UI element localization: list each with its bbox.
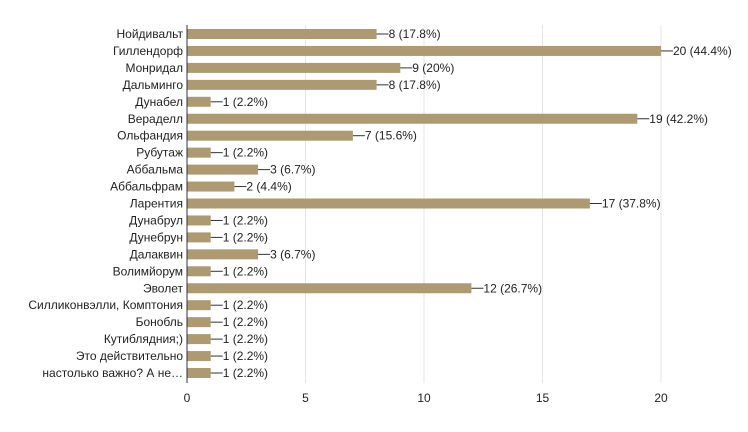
bar: [187, 29, 377, 39]
category-label: Дунебрун: [129, 230, 183, 244]
category-label: Нойдивальт: [117, 27, 184, 41]
category-label: Кутиблядния;): [104, 332, 183, 346]
bar: [187, 317, 211, 328]
value-leaders: [210, 33, 673, 374]
category-label: Эволет: [143, 281, 184, 295]
value-label: 17 (37.8%): [602, 197, 661, 211]
value-label: 1 (2.2%): [223, 230, 268, 244]
bar: [187, 147, 211, 158]
value-label: 20 (44.4%): [673, 44, 732, 58]
x-tick-label: 0: [184, 391, 191, 405]
bar: [187, 79, 377, 90]
bar: [187, 181, 235, 192]
category-label: Вераделл: [128, 112, 183, 126]
value-label: 1 (2.2%): [223, 332, 268, 346]
category-label: Силликонвэлли, Комптония: [28, 298, 183, 312]
x-tick-label: 5: [302, 391, 309, 405]
value-label: 2 (4.4%): [246, 180, 291, 194]
bar: [187, 130, 353, 141]
bar: [187, 198, 590, 209]
value-label: 8 (17.8%): [389, 27, 441, 41]
value-label: 19 (42.2%): [649, 112, 708, 126]
bar: [187, 300, 211, 311]
category-label: Дунабел: [135, 95, 183, 109]
category-label: Ларентия: [130, 197, 183, 211]
x-tick-label: 10: [417, 391, 431, 405]
category-label: Далаквин: [130, 247, 183, 261]
value-label: 3 (6.7%): [270, 163, 315, 177]
value-label: 8 (17.8%): [389, 78, 441, 92]
category-label: Волимйорум: [113, 264, 183, 278]
value-label: 7 (15.6%): [365, 129, 417, 143]
value-label: 3 (6.7%): [270, 247, 315, 261]
value-label: 1 (2.2%): [223, 366, 268, 380]
bar: [187, 164, 259, 175]
category-label: Аббальма: [127, 163, 184, 177]
category-label: Бонобль: [136, 315, 183, 329]
value-label: 12 (26.7%): [483, 281, 542, 295]
bar: [187, 62, 401, 73]
bar: [187, 96, 211, 107]
bar: [187, 368, 211, 378]
value-label: 1 (2.2%): [223, 95, 268, 109]
category-label: Дальминго: [123, 78, 184, 92]
value-label: 1 (2.2%): [223, 264, 268, 278]
category-label: Ольфандия: [117, 129, 183, 143]
bar: [187, 249, 259, 260]
value-label: 1 (2.2%): [223, 315, 268, 329]
category-label: Монридал: [126, 61, 184, 75]
category-labels: Нойдивальт Гиллендорф Монридал Дальминго Дун…: [28, 27, 183, 380]
bar: [187, 113, 638, 124]
bar: [187, 232, 211, 243]
x-tick-label: 15: [536, 391, 550, 405]
value-label: 1 (2.2%): [223, 298, 268, 312]
value-label: 1 (2.2%): [223, 146, 268, 160]
category-label: Гиллендорф: [113, 44, 183, 58]
category-label: Аббальфрам: [110, 180, 183, 194]
value-label: 1 (2.2%): [223, 349, 268, 363]
category-label: Это действительно настолько важно? А не…: [42, 349, 183, 380]
category-label: Рубутаж: [136, 146, 183, 160]
bar: [187, 45, 661, 56]
bar: [187, 283, 472, 294]
value-label: 1 (2.2%): [223, 213, 268, 227]
bar: [187, 351, 211, 362]
category-label: Дунабрул: [129, 213, 183, 227]
bar: [187, 215, 211, 226]
bar: [187, 266, 211, 277]
bars: [187, 29, 661, 378]
value-label: 9 (20%): [412, 61, 454, 75]
bar: [187, 334, 211, 345]
x-axis-ticks: 0 5 10 15 20: [184, 391, 668, 405]
value-labels: 8 (17.8%) 20 (44.4%) 9 (20%) 8 (17.8%) 1 (2.…: [223, 27, 732, 380]
x-tick-label: 20: [654, 391, 668, 405]
